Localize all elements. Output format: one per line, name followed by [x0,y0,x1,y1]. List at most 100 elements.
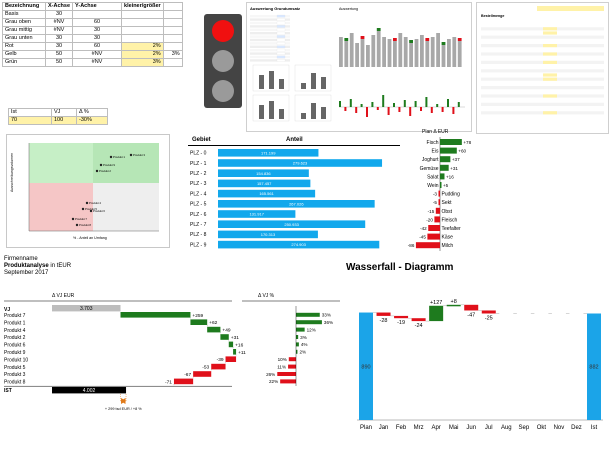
plan-item-label: Wein [427,183,439,189]
table-cell: Grau mittig [2,26,46,35]
column-header: Ist [8,108,52,117]
plan-item-value: -5 [433,200,438,205]
waterfall-value-label: +127 [430,300,442,306]
table-cell [121,10,164,19]
dashboard-thumbnail-graphic: Auswertung Grundumsatz Auswertung [250,6,465,122]
dashboard-mini-charts: Auswertung [339,7,465,117]
plan-item-value: +31 [450,166,458,171]
plz-column-gebiet: Gebiet [192,137,211,143]
dashboard-mini-table [250,14,332,122]
page-title-suffix: in tEUR [50,263,72,269]
product-label: Produkt 4 [4,328,26,334]
plz-bar [218,169,309,177]
table-cell: #NV [72,50,123,59]
plz-bar [218,189,316,198]
plan-bar [440,164,449,171]
product-label: Produkt 1 [4,320,26,326]
plz-header-rule [188,145,400,146]
product-pct-value: 12% [307,327,316,332]
table-cell: Basis [2,10,46,19]
table-cell: 2% [121,42,164,51]
table-header-row: Bezeichnung X-Achse Y-Achse kleiner/größ… [2,2,183,11]
plz-bar-value: 170.313 [261,232,276,237]
waterfall-category-label: Dez [571,425,582,431]
table-cell: 50 [44,58,74,67]
table-cell: 3% [121,58,164,67]
table-cell [72,10,123,19]
matrix-thumbnail: Bestellmenge [476,2,609,134]
table-cell: 30 [44,34,74,43]
plz-category-label: PLZ - 5 [190,202,207,208]
portfolio-point-label: Produkt 8 [79,223,91,227]
table-cell: 30 [72,26,123,35]
table-cell [162,10,183,19]
company-name: Firmenname [4,256,38,262]
produkt-header: Firmenname Produktanalyse in tEUR Septem… [4,256,71,276]
plan-item-label: Fleisch [442,217,458,223]
table-cell: 60 [72,42,123,51]
waterfall-category-label: Ist [591,425,598,431]
column-header: Y-Achse [72,2,123,11]
table-row: Basis 30 [2,10,183,19]
header-delta-eur: Δ VJ EUR [52,293,75,299]
vj-base-bar [52,305,121,312]
product-pct-bar [280,379,296,384]
portfolio-point-label: Produkt 5 [85,207,97,211]
product-pct-value: 2% [299,350,306,355]
product-pct-value: 11% [277,364,286,369]
plan-item-value: -45 [419,235,426,240]
table-cell [121,18,164,27]
product-pct-value: 3% [300,335,307,340]
vj-waterfall: Δ VJ EUR Δ VJ % VJ 3.703 Produkt 7 +259 33% P… [0,288,342,445]
table-row: Grau unten 30 30 [2,34,183,43]
page-title-main: Produktanalyse [4,263,49,269]
product-pct-bar [296,312,320,317]
empty-cell [162,2,183,11]
plan-item-label: Eis [432,149,439,155]
matrix-thumbnail-graphic: Bestellmenge [481,6,604,115]
portfolio-xlabel: % - Anteil an Umfang [73,236,107,240]
portfolio-point-label: Produkt 7 [75,217,87,221]
ist-total-value: 4.002 [83,388,96,394]
plan-bar [440,156,451,163]
product-delta-bar [233,349,237,355]
traffic-light-bottom [212,80,234,102]
waterfall-value-label: -19 [397,320,405,326]
product-delta-value: +49 [222,328,230,334]
plz-category-label: PLZ - 9 [190,242,207,248]
plan-bar [440,173,445,180]
plan-item-value: +78 [463,140,471,145]
product-pct-bar [296,349,298,354]
waterfall-value-label: -24 [415,323,423,329]
plan-bar [435,207,440,214]
dashboard-thumbnail: Auswertung Grundumsatz Auswertung [246,2,472,132]
table-cell: Grau oben [2,18,46,27]
report-title: Auswertung [339,7,358,11]
waterfall-bar [359,312,373,420]
portfolio-point-label: Produkt 3 [133,153,145,157]
product-pct-bar [296,335,299,339]
column-header: X-Achse [44,2,74,11]
plan-item-value: +37 [452,157,460,162]
vj-base-value: 3.703 [80,306,93,312]
product-label: Produkt 7 [4,313,26,319]
table-cell [162,58,183,67]
waterfall-category-label: Nov [554,425,565,431]
table-cell: Rot [2,42,46,51]
table-row: Grau oben #NV 60 [2,18,183,27]
plan-item-value: -42 [420,226,427,231]
plz-bar-value: 267.026 [289,201,304,206]
table-cell: 30 [44,10,74,19]
product-delta-value: +11 [238,350,246,356]
product-delta-value: +16 [235,342,243,348]
table-cell [121,34,164,43]
plz-bar-value: 274.903 [291,242,306,247]
plan-item-label: Pudding [442,192,461,198]
waterfall-bar [376,312,391,316]
product-pct-bar [277,372,296,376]
plz-category-label: PLZ - 0 [190,151,207,157]
portfolio-point [71,217,75,221]
table-cell: #NV [44,26,74,35]
table-row: Grau mittig #NV 30 [2,26,183,35]
waterfall-value-label: -47 [467,312,475,318]
